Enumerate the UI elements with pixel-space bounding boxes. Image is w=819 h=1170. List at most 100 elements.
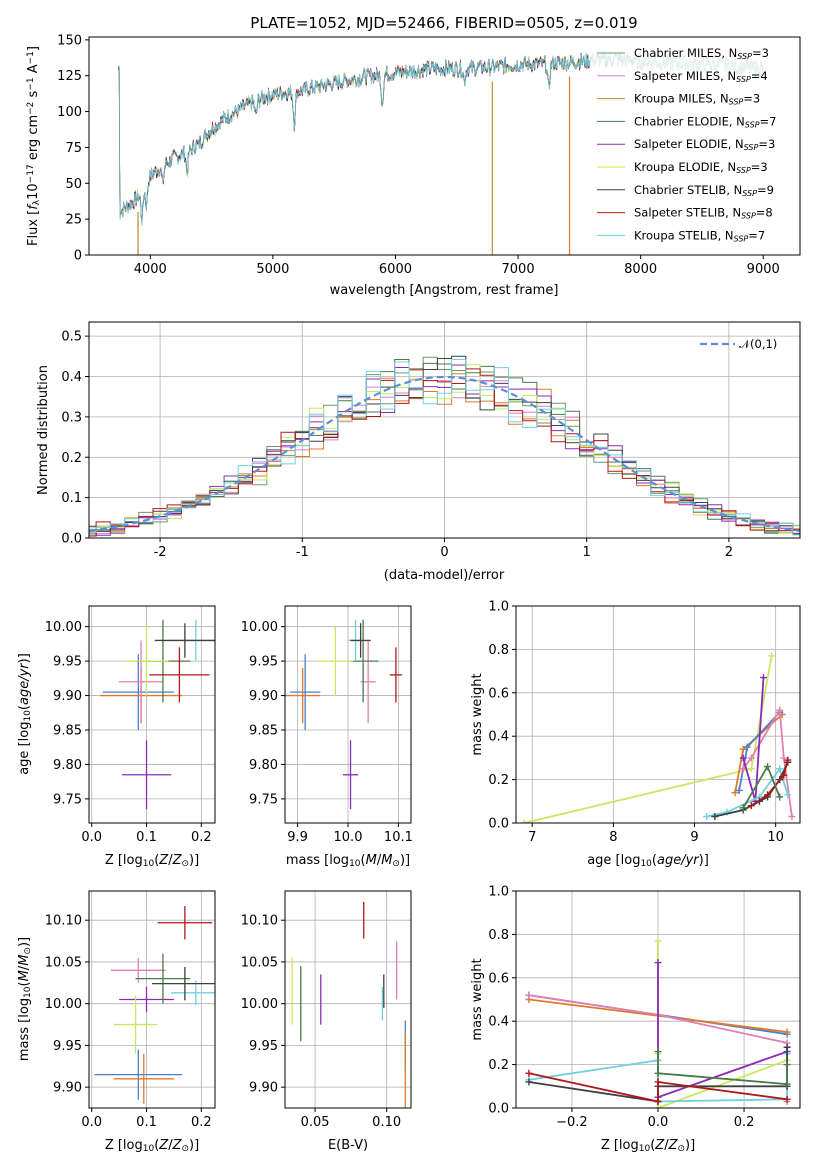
y-axis-label: Flux [fλ10−17 erg cm−2 s−1 A−1] [26, 46, 42, 246]
legend-label: Chabrier ELODIE, NSSP=7 [634, 114, 776, 129]
panel-spectrum: 4000 5000 6000 7000 8000 9000 0 25 50 75 100 125 150 [57, 33, 801, 277]
axes-frame [88, 36, 801, 256]
x-tick-label: 4000 [134, 262, 167, 277]
x-tick-label: 8 [609, 830, 617, 845]
weight-series-line [657, 1051, 788, 1086]
weight-point-marker [654, 1048, 662, 1056]
x-tick-label: 9000 [747, 262, 780, 277]
y-tick-label: 9.90 [53, 689, 82, 704]
y-tick-label: 0.8 [488, 928, 509, 943]
normal-curve [89, 375, 800, 532]
histogram-series [89, 364, 800, 536]
y-tick-label: 0.3 [61, 410, 82, 425]
x-axis-label: wavelength [Angstrom, rest frame] [330, 283, 559, 298]
x-tick-label: 6000 [379, 262, 412, 277]
weight-point-marker [783, 1095, 791, 1103]
weight-series-line [528, 1072, 788, 1103]
weight-point-marker [525, 1069, 533, 1077]
y-tick-label: 9.80 [249, 758, 278, 773]
weight-point-marker [780, 771, 788, 779]
panel-mass_vs_EBV: 0.05 0.10 9.90 9.95 10.00 10.05 10.10 [241, 890, 412, 1130]
weight-point-marker [780, 754, 788, 762]
y-tick-label: 0.0 [488, 1102, 509, 1117]
y-tick-label: 75 [65, 141, 82, 156]
weight-point-marker [731, 789, 739, 797]
histogram-series [89, 368, 800, 537]
weight-point-marker [759, 674, 767, 682]
y-tick-label: 9.90 [249, 689, 278, 704]
weight-series-line [523, 655, 773, 823]
weight-point-marker [654, 959, 662, 967]
plot-area-residuals [89, 322, 800, 538]
axes-frame [515, 890, 801, 1109]
weight-point-marker [735, 786, 743, 794]
weight-point-marker [520, 819, 528, 823]
x-axis-label: Z [log10(Z/Z⊙)] [105, 853, 199, 869]
weight-point-marker [783, 1061, 791, 1069]
x-tick-label: 0.2 [191, 830, 212, 845]
x-tick-label: -1 [296, 545, 309, 560]
y-tick-label: 1.0 [488, 600, 509, 615]
histogram-series [89, 359, 800, 536]
plot-area-age_vs_mass [285, 606, 411, 823]
y-tick-label: 10.00 [241, 997, 278, 1012]
histogram-series [89, 356, 800, 535]
x-axis-label: age [log10(age/yr)] [587, 853, 709, 869]
y-tick-label: 0.2 [61, 451, 82, 466]
axes-frame [284, 605, 412, 824]
weight-point-marker [711, 812, 719, 820]
y-tick-label: 10.00 [241, 620, 278, 635]
weight-point-marker [783, 1080, 791, 1088]
y-tick-label: 100 [57, 105, 82, 120]
x-tick-label: -2 [154, 545, 167, 560]
x-tick-label: 0.2 [734, 1115, 755, 1130]
weight-point-marker [747, 754, 755, 762]
y-tick-label: 9.85 [249, 724, 278, 739]
weight-point-marker [784, 791, 792, 799]
weight-point-marker [654, 1104, 662, 1108]
y-tick-label: 0.5 [61, 330, 82, 345]
x-tick-label: 0.05 [301, 1115, 330, 1130]
plot-area-mass_vs_Z [89, 891, 215, 1108]
plot-area-mass_vs_EBV [285, 891, 411, 1108]
legend-label: Chabrier MILES, NSSP=3 [634, 46, 769, 61]
x-axis-label: Z [log10(Z/Z⊙)] [601, 1138, 695, 1154]
y-tick-label: 9.80 [53, 758, 82, 773]
panel-age_vs_Z: 0.0 0.1 0.2 9.75 9.80 9.85 9.90 9.95 10.00 [45, 605, 216, 845]
weight-point-marker [747, 802, 755, 810]
plot-area-spectrum [118, 51, 764, 255]
x-tick-label: 0.2 [191, 1115, 212, 1130]
weight-point-marker [739, 754, 747, 762]
plot-area-weight_vs_age [516, 606, 800, 823]
y-tick-label: 0.4 [488, 730, 509, 745]
weight-point-marker [654, 1069, 662, 1077]
weight-point-marker [783, 1043, 791, 1051]
x-tick-label: 10.1 [384, 830, 413, 845]
x-tick-label: 5000 [256, 262, 289, 277]
legend-label: 𝒩(0,1) [739, 337, 777, 351]
y-tick-label: 0.0 [61, 532, 82, 547]
panel-weight_vs_Z: −0.2 0.0 0.2 0.0 0.2 0.4 0.6 0.8 1.0 [488, 885, 801, 1130]
y-tick-label: 25 [65, 213, 82, 228]
y-tick-label: 0.6 [488, 971, 509, 986]
y-tick-label: 10.10 [241, 914, 278, 929]
x-tick-label: −0.2 [556, 1115, 588, 1130]
x-tick-label: 9 [690, 830, 698, 845]
weight-point-marker [739, 804, 747, 812]
weight-series-line [714, 761, 789, 818]
chart-title: PLATE=1052, MJD=52466, FIBERID=0505, z=0… [250, 14, 637, 32]
weight-point-marker [783, 1028, 791, 1036]
x-tick-label: 10 [767, 830, 784, 845]
x-axis-label: mass [log10(M/M⊙)] [286, 853, 410, 869]
y-tick-label: 0.2 [488, 1058, 509, 1073]
x-tick-label: 1 [583, 545, 591, 560]
y-tick-label: 9.75 [53, 792, 82, 807]
y-tick-label: 0.0 [488, 817, 509, 832]
legend-label: Kroupa MILES, NSSP=3 [634, 92, 760, 107]
panel-residuals: -2 -1 0 1 2 0.0 0.1 0.2 0.3 0.4 0.5 [61, 321, 801, 560]
y-axis-label: mass weight [470, 673, 485, 755]
y-tick-label: 125 [57, 69, 82, 84]
y-tick-label: 0.2 [488, 773, 509, 788]
axes-frame [284, 890, 412, 1109]
y-tick-label: 10.00 [45, 997, 82, 1012]
